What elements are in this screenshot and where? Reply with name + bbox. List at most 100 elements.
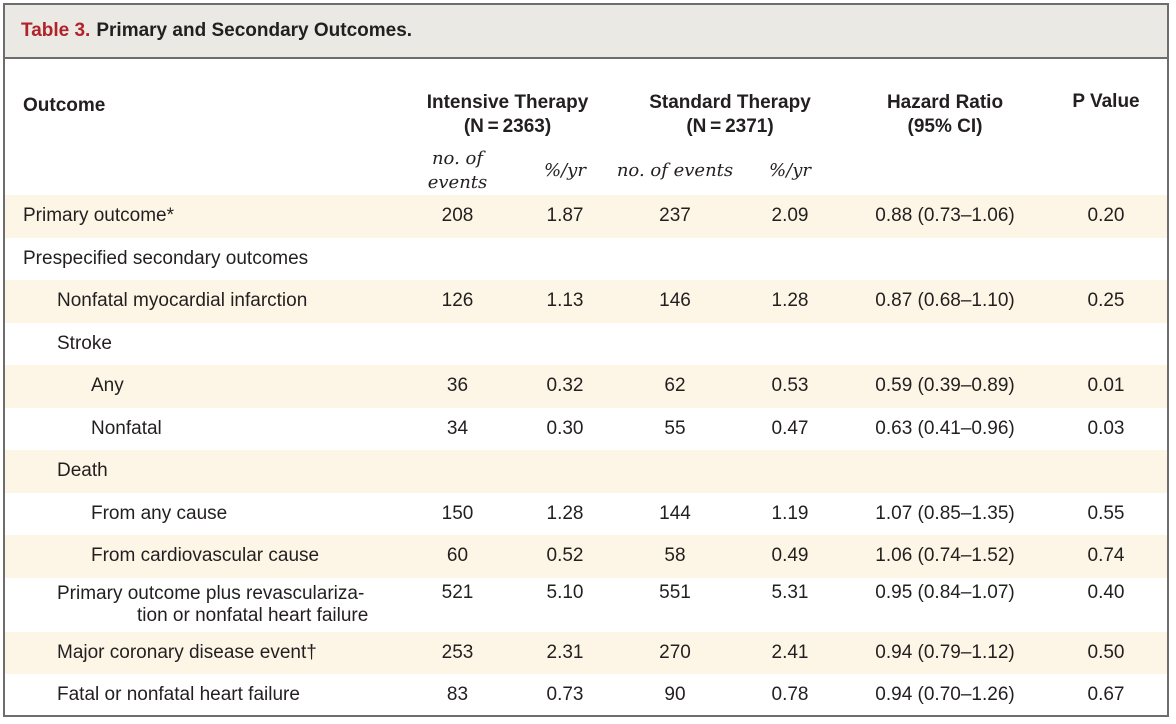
cell-standard-events: 146 <box>615 280 735 323</box>
table-row: From any cause 150 1.28 144 1.19 1.07 (0… <box>5 493 1167 536</box>
row-label-line1: Primary outcome plus revasculariza- <box>57 582 365 604</box>
cell-intensive-rate: 5.10 <box>546 581 584 603</box>
cell-intensive-rate: 0.32 <box>515 365 615 408</box>
table-row: From cardiovascular cause 60 0.52 58 0.4… <box>5 535 1168 578</box>
cell-standard-events: 237 <box>615 195 735 238</box>
cell-intensive-rate: 0.73 <box>546 684 584 706</box>
row-label: From cardiovascular cause <box>5 535 400 578</box>
cell-pvalue: 0.01 <box>1045 365 1168 408</box>
cell-standard-rate: 0.53 <box>735 365 846 408</box>
cell-intensive-events: 36 <box>400 365 515 408</box>
cell-hazard-ratio: 0.87 (0.68–1.10) <box>845 280 1046 323</box>
cell-pvalue: 0.67 <box>1087 684 1125 706</box>
header-hazard: Hazard Ratio (95% CI) <box>845 59 1045 147</box>
row-label-line2: tion or nonfatal heart failure <box>137 604 369 626</box>
subheader-rate-standard: %/yr <box>769 160 811 181</box>
header-intensive-title: Intensive Therapy <box>426 92 589 113</box>
row-label: Stroke <box>57 332 112 354</box>
header-intensive-n: (N = 2363) <box>463 116 552 137</box>
table-title-bar: Table 3. Primary and Secondary Outcomes. <box>5 5 1167 59</box>
subheader-events-standard: no. of events <box>616 160 734 181</box>
cell-hazard-ratio: 0.63 (0.41–0.96) <box>875 417 1015 439</box>
cell-intensive-rate: 1.28 <box>546 502 584 524</box>
cell-hazard-ratio: 0.59 (0.39–0.89) <box>845 365 1046 408</box>
cell-intensive-rate: 1.87 <box>515 195 615 238</box>
cell-intensive-events: 150 <box>441 502 474 524</box>
header-standard: Standard Therapy (N = 2371) <box>615 59 845 147</box>
cell-standard-events: 551 <box>659 581 691 603</box>
cell-standard-events: 55 <box>664 417 686 439</box>
cell-pvalue: 0.25 <box>1045 280 1168 323</box>
cell-standard-events: 90 <box>664 684 686 706</box>
cell-intensive-events: 60 <box>400 535 515 578</box>
cell-intensive-events: 126 <box>400 280 515 323</box>
table-row: Major coronary disease event† 253 2.31 2… <box>5 631 1168 674</box>
table-title: Primary and Secondary Outcomes. <box>96 20 413 41</box>
cell-standard-rate: 2.41 <box>735 631 846 674</box>
header-intensive: Intensive Therapy (N = 2363) <box>400 59 615 147</box>
table-row: Stroke <box>5 323 1167 366</box>
cell-pvalue: 0.74 <box>1045 535 1168 578</box>
row-label: Death <box>5 450 1168 493</box>
cell-standard-rate: 2.09 <box>735 195 846 238</box>
cell-intensive-rate: 0.52 <box>515 535 615 578</box>
row-label: Nonfatal myocardial infarction <box>5 280 400 323</box>
cell-standard-rate: 1.19 <box>771 502 809 524</box>
row-label: Any <box>5 365 400 408</box>
cell-hazard-ratio: 0.94 (0.70–1.26) <box>875 684 1015 706</box>
table-row: Nonfatal 34 0.30 55 0.47 0.63 (0.41–0.96… <box>5 408 1167 451</box>
subheader-row: no. of events %/yr no. of events %/yr <box>5 147 1167 195</box>
cell-pvalue: 0.03 <box>1087 417 1125 439</box>
subheader-blank-hr <box>845 147 1045 195</box>
row-label: From any cause <box>91 502 228 524</box>
cell-standard-events: 62 <box>615 365 735 408</box>
header-standard-n: (N = 2371) <box>686 116 774 137</box>
cell-intensive-events: 208 <box>400 195 515 238</box>
row-label: Fatal or nonfatal heart failure <box>57 684 300 706</box>
cell-standard-events: 58 <box>615 535 735 578</box>
cell-intensive-rate: 1.13 <box>515 280 615 323</box>
table-row: Prespecified secondary outcomes <box>5 238 1167 281</box>
row-label: Nonfatal <box>91 417 162 439</box>
table-row: Fatal or nonfatal heart failure 83 0.73 … <box>5 674 1167 717</box>
cell-standard-rate: 0.49 <box>735 535 846 578</box>
subheader-blank <box>5 147 400 195</box>
header-standard-title: Standard Therapy <box>649 92 811 113</box>
header-pvalue: P Value <box>1072 91 1140 112</box>
outcomes-table: Outcome Intensive Therapy (N = 2363) Sta… <box>5 59 1168 717</box>
header-hazard-title: Hazard Ratio <box>886 92 1004 113</box>
cell-standard-rate: 5.31 <box>771 581 809 603</box>
table-frame: Table 3. Primary and Secondary Outcomes.… <box>3 3 1169 717</box>
cell-intensive-events: 253 <box>400 631 515 674</box>
table-label: Table 3. <box>21 20 91 41</box>
header-hazard-ci: (95% CI) <box>907 116 983 137</box>
row-label: Primary outcome plus revasculariza- tion… <box>5 578 400 632</box>
cell-pvalue: 0.55 <box>1087 502 1125 524</box>
row-label: Major coronary disease event† <box>5 631 400 674</box>
cell-intensive-rate: 2.31 <box>515 631 615 674</box>
table-row: Death <box>5 450 1168 493</box>
table-row: Primary outcome plus revasculariza- tion… <box>5 578 1167 632</box>
cell-hazard-ratio: 0.95 (0.84–1.07) <box>875 581 1015 603</box>
subheader-rate-intensive: %/yr <box>544 160 586 181</box>
cell-standard-rate: 0.47 <box>771 417 809 439</box>
cell-intensive-events: 521 <box>441 581 474 603</box>
header-row: Outcome Intensive Therapy (N = 2363) Sta… <box>5 59 1167 147</box>
cell-standard-events: 144 <box>659 502 691 524</box>
table-row: Primary outcome* 208 1.87 237 2.09 0.88 … <box>5 195 1168 238</box>
cell-hazard-ratio: 0.94 (0.79–1.12) <box>845 631 1046 674</box>
subheader-events-intensive: no. of events <box>427 148 488 193</box>
cell-hazard-ratio: 1.06 (0.74–1.52) <box>845 535 1046 578</box>
row-label: Primary outcome* <box>5 195 400 238</box>
cell-hazard-ratio: 0.88 (0.73–1.06) <box>845 195 1046 238</box>
cell-intensive-rate: 0.30 <box>546 417 584 439</box>
cell-standard-rate: 0.78 <box>771 684 809 706</box>
cell-intensive-events: 34 <box>446 417 469 439</box>
cell-pvalue: 0.40 <box>1087 581 1125 603</box>
row-label: Prespecified secondary outcomes <box>23 247 309 269</box>
cell-pvalue: 0.50 <box>1045 631 1168 674</box>
cell-pvalue: 0.20 <box>1045 195 1168 238</box>
cell-hazard-ratio: 1.07 (0.85–1.35) <box>875 502 1015 524</box>
header-outcome: Outcome <box>23 95 106 116</box>
table-row: Any 36 0.32 62 0.53 0.59 (0.39–0.89) 0.0… <box>5 365 1168 408</box>
